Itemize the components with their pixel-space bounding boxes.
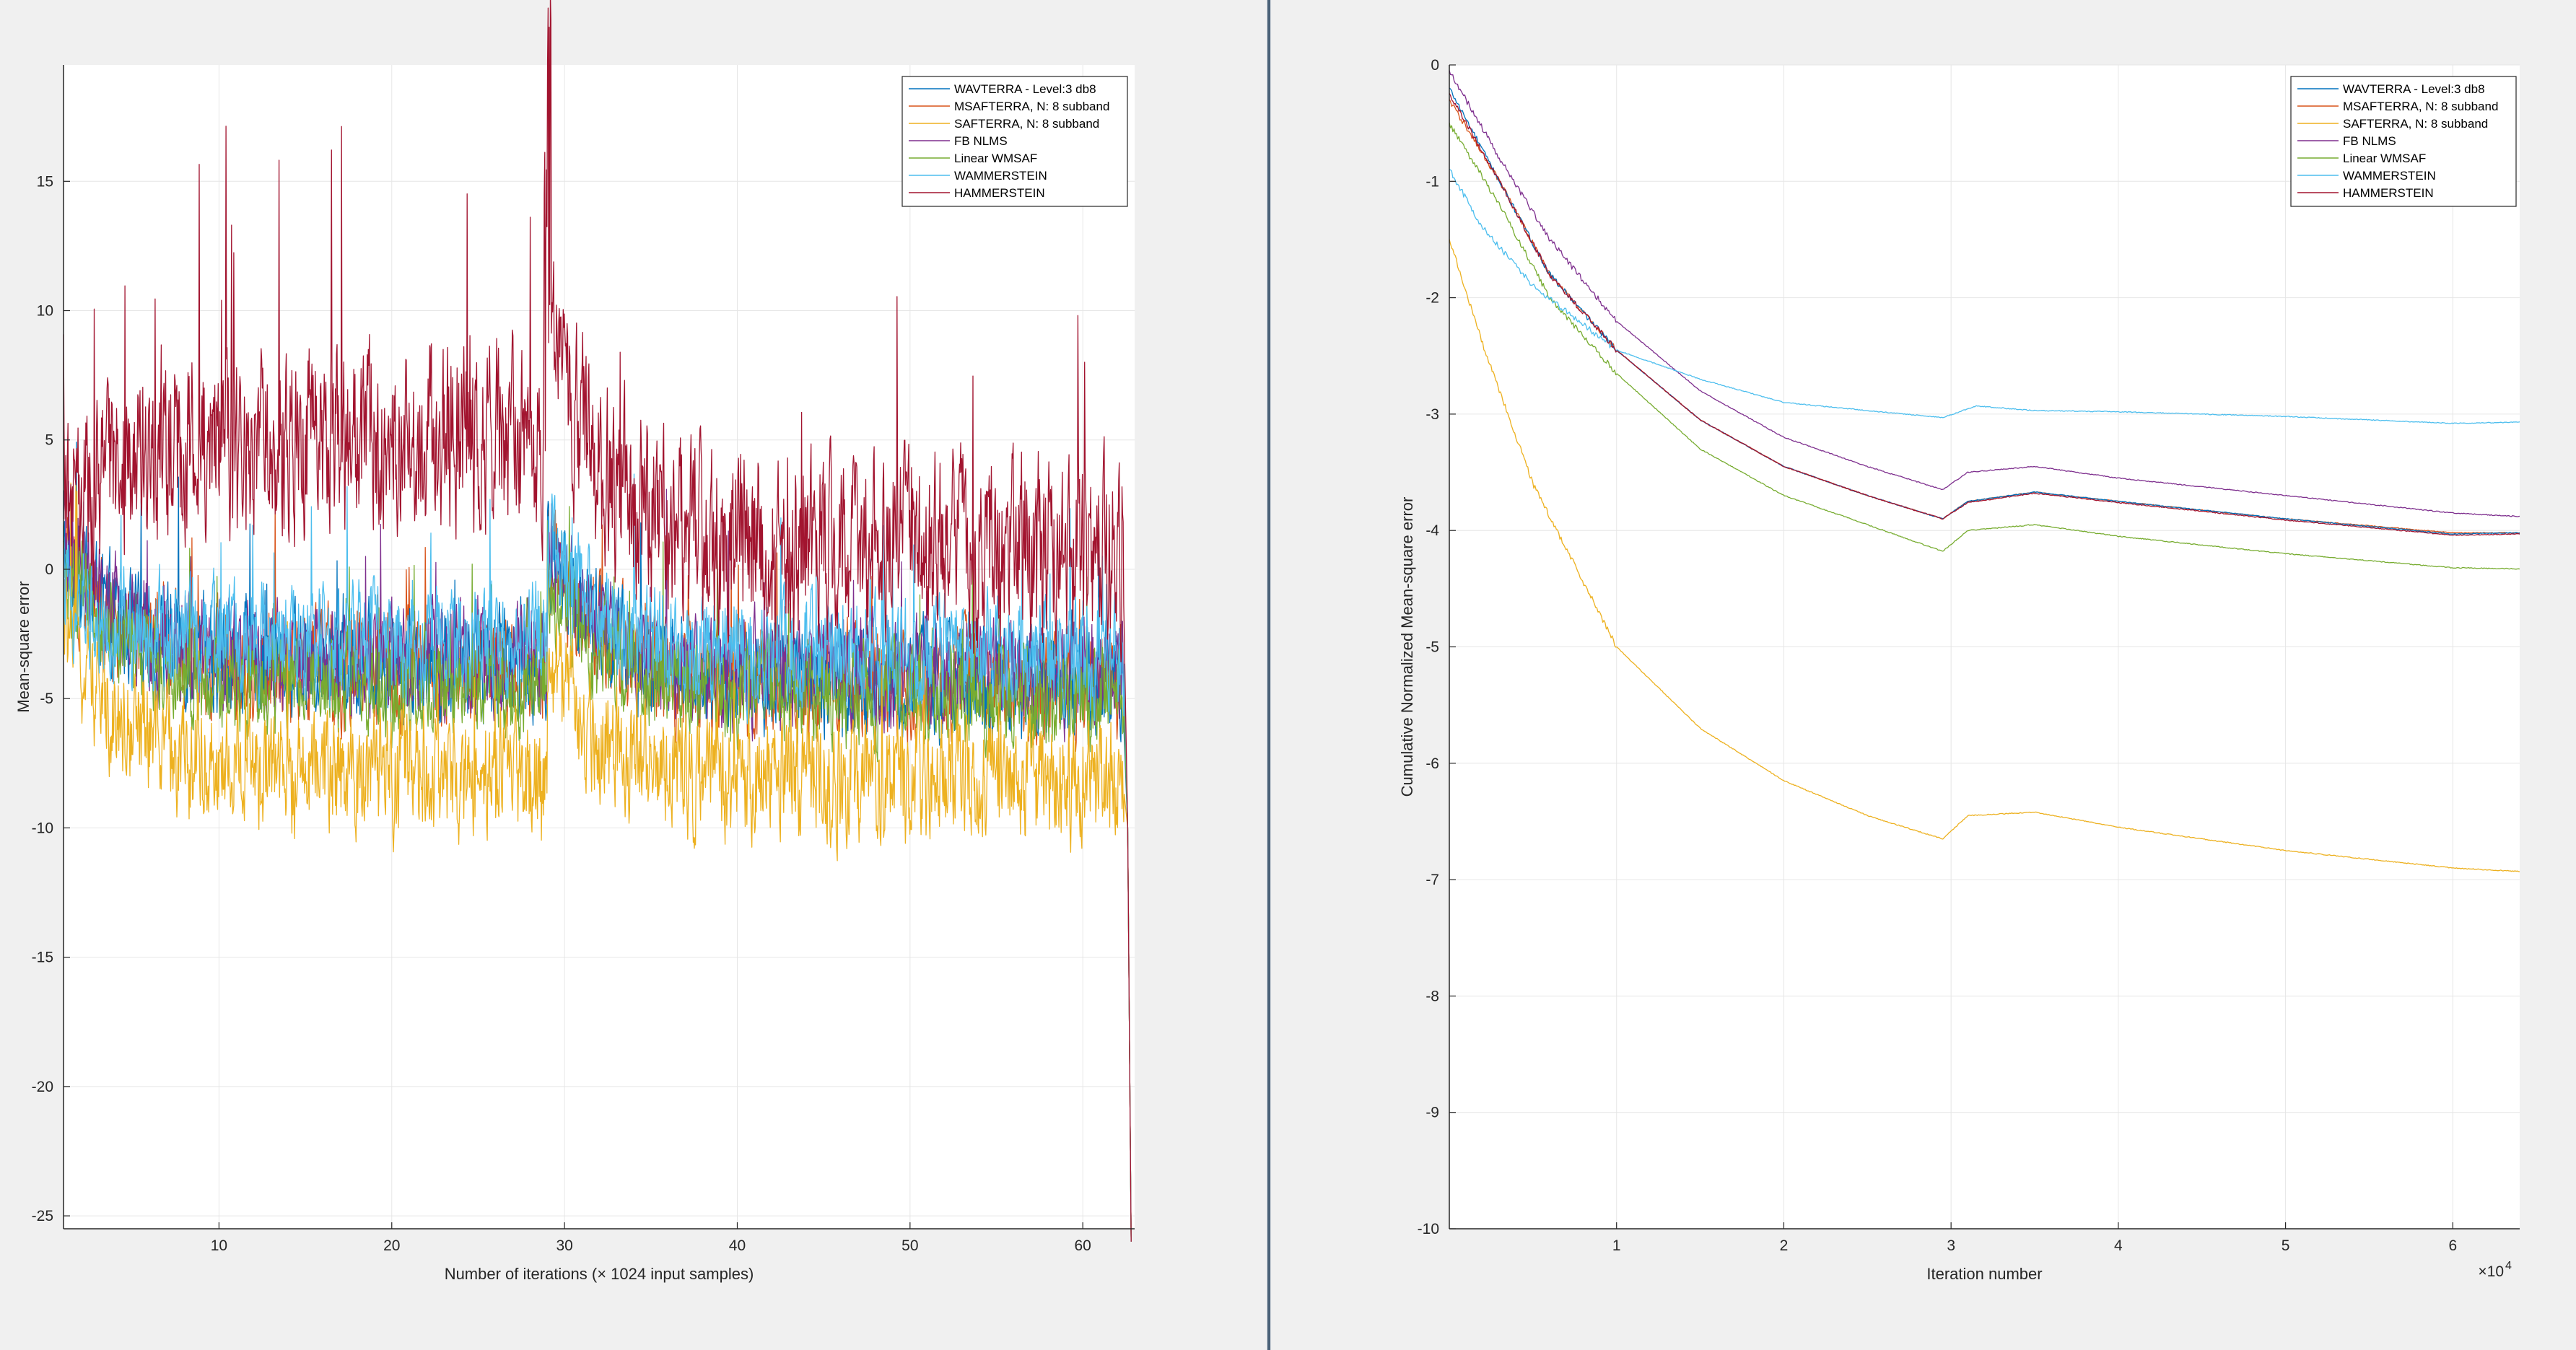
- y-tick-label: -7: [1425, 872, 1439, 888]
- series-line: [1449, 168, 2520, 424]
- x-exponent-power: 4: [2505, 1260, 2512, 1272]
- y-tick-label: -25: [32, 1208, 53, 1224]
- x-tick-label: 50: [901, 1237, 918, 1254]
- legend-entry: FB NLMS: [2343, 134, 2396, 148]
- figure-divider[interactable]: [1267, 0, 1271, 1350]
- legend: WAVTERRA - Level:3 db8 MSAFTERRA, N: 8 su…: [2290, 76, 2517, 207]
- legend-box: [901, 76, 1128, 207]
- series-line: [63, 482, 1132, 1242]
- x-tick-label: 2: [1780, 1237, 1789, 1254]
- legend: WAVTERRA - Level:3 db8 MSAFTERRA, N: 8 su…: [901, 76, 1128, 207]
- y-tick-label: -20: [32, 1079, 53, 1095]
- series-line: [1449, 239, 2520, 872]
- x-tick-label: 6: [2448, 1237, 2457, 1254]
- y-tick-label: -2: [1425, 290, 1439, 307]
- left-figure-panel: 10 20 30 40 50 60 -25 -20 -15 -10 -5 0 5 10 15 Number o…: [0, 0, 1267, 1350]
- legend-entry: WAMMERSTEIN: [2343, 169, 2436, 183]
- x-tick-label: 1: [1612, 1237, 1621, 1254]
- x-tick-label: 4: [2114, 1237, 2123, 1254]
- y-tick-label: -5: [1425, 639, 1439, 656]
- x-tick-label: 40: [729, 1237, 746, 1254]
- y-tick-label: -6: [1425, 755, 1439, 772]
- y-tick-label: -5: [40, 691, 53, 707]
- x-tick-label: 10: [211, 1237, 227, 1254]
- y-tick-label: -3: [1425, 406, 1439, 423]
- y-tick-label: -8: [1425, 988, 1439, 1004]
- legend-box: [2290, 76, 2517, 207]
- legend-entry: WAMMERSTEIN: [954, 169, 1047, 183]
- x-tick-label: 30: [556, 1237, 572, 1254]
- series-line: [1449, 93, 2520, 536]
- y-tick-label: -15: [32, 950, 53, 966]
- y-tick-label: -10: [32, 820, 53, 836]
- x-tick-label: 20: [383, 1237, 400, 1254]
- y-tick-label: -4: [1425, 522, 1439, 539]
- x-axis-label: Iteration number: [1926, 1265, 2042, 1283]
- legend-entry: Linear WMSAF: [954, 152, 1037, 165]
- legend-entry: MSAFTERRA, N: 8 subband: [954, 100, 1109, 113]
- legend-entry: HAMMERSTEIN: [954, 186, 1045, 200]
- legend-entry: WAVTERRA - Level:3 db8: [2343, 82, 2485, 96]
- mse-chart: 10 20 30 40 50 60 -25 -20 -15 -10 -5 0 5 10 15 Number o…: [14, 0, 1135, 1283]
- legend-entry: SAFTERRA, N: 8 subband: [954, 117, 1099, 131]
- y-tick-label: -1: [1425, 173, 1439, 190]
- y-axis-label: Cumulative Normalized Mean-square error: [1398, 497, 1416, 797]
- x-exponent-label: ×10: [2478, 1263, 2504, 1280]
- legend-entry: WAVTERRA - Level:3 db8: [954, 82, 1096, 96]
- x-tick-label: 3: [1947, 1237, 1955, 1254]
- series-line: [1449, 122, 2520, 570]
- x-tick-label: 5: [2282, 1237, 2290, 1254]
- legend-entry: SAFTERRA, N: 8 subband: [2343, 117, 2488, 131]
- grid: [1449, 64, 2520, 1230]
- legend-entry: FB NLMS: [954, 134, 1008, 148]
- x-axis-label: Number of iterations (× 1024 input sampl…: [445, 1265, 754, 1283]
- series-line: [1449, 70, 2520, 517]
- y-axis-label: Mean-square error: [14, 581, 32, 712]
- right-figure-panel: 1 2 3 4 5 6 -10 -9 -8 -7 -6 -5 -4 -3 -2 -1 0 Iteration nu…: [1271, 0, 2576, 1350]
- series-line: [63, 473, 1132, 1242]
- y-tick-label: 5: [45, 432, 53, 449]
- legend-entry: MSAFTERRA, N: 8 subband: [2343, 100, 2498, 113]
- y-tick-label: -9: [1425, 1105, 1439, 1121]
- y-tick-label: 15: [37, 173, 53, 190]
- legend-entry: HAMMERSTEIN: [2343, 186, 2434, 200]
- x-tick-label: 60: [1075, 1237, 1091, 1254]
- y-tick-label: 10: [37, 303, 53, 320]
- y-tick-label: 0: [1431, 57, 1439, 74]
- y-tick-label: 0: [45, 561, 53, 578]
- series-line: [63, 0, 1132, 1242]
- legend-entry: Linear WMSAF: [2343, 152, 2426, 165]
- y-tick-label: -10: [1418, 1221, 1439, 1237]
